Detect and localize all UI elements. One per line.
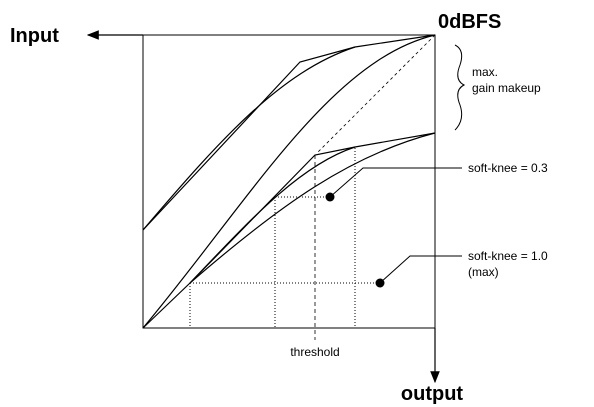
full-scale-label: 0dBFS [438,11,501,33]
guide-lines [189,148,380,328]
frame [142,34,436,329]
soft-knee-label: (max) [468,265,499,279]
leaders [329,44,466,284]
makeup-label: gain makeup [472,81,541,95]
upper-curves [142,34,436,329]
threshold-label: threshold [290,345,339,359]
knee-point [325,192,335,202]
output-label: output [401,383,464,405]
soft-knee-label: soft-knee = 0.3 [468,161,548,175]
knee-point [375,278,385,288]
lower-curves [142,132,436,329]
makeup-label: max. [472,65,498,79]
soft-knee-label: soft-knee = 1.0 [468,249,548,263]
input-label: Input [10,25,59,47]
